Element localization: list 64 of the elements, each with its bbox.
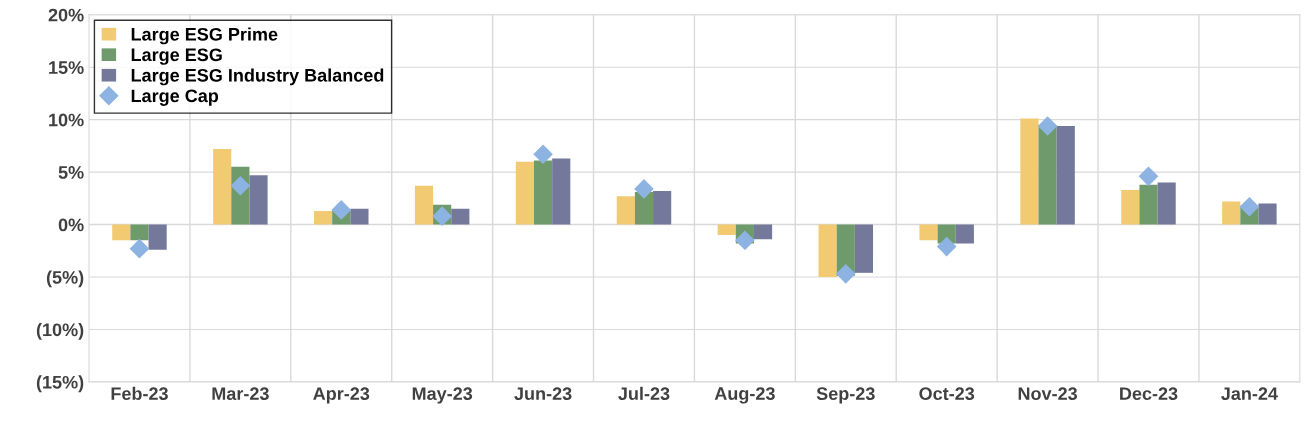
legend-label: Large Cap	[131, 89, 219, 106]
bar	[717, 224, 736, 236]
bar	[1038, 124, 1057, 225]
x-tick-label: Oct-23	[919, 387, 975, 401]
x-tick-label: Aug-23	[714, 387, 775, 404]
bar	[753, 224, 773, 240]
point	[230, 176, 250, 196]
y-tick-label: (5%)	[46, 270, 84, 288]
x-tick-label: Jun-23	[514, 387, 572, 401]
x-tick-label: Nov-23	[1018, 387, 1078, 401]
legend-label: Large ESG	[131, 48, 222, 65]
bar	[818, 224, 837, 278]
bar	[1222, 201, 1241, 225]
y-tick-label: 10%	[49, 113, 84, 127]
legend-label: Large ESG Industry Balanced	[131, 68, 384, 86]
bar	[653, 191, 672, 225]
point	[937, 237, 957, 257]
point	[1138, 166, 1159, 186]
bar	[350, 208, 369, 225]
x-tick-label: Feb-23	[111, 386, 168, 401]
point	[1239, 197, 1259, 217]
bar	[1121, 189, 1140, 225]
x-tick-label: Jul-23	[618, 386, 670, 401]
x-tick-label: May-23	[412, 387, 473, 404]
y-tick-label: (10%)	[36, 322, 84, 340]
bar	[112, 224, 131, 241]
point	[331, 200, 351, 220]
point	[129, 239, 149, 259]
bar	[1157, 182, 1176, 225]
x-tick-label: Sep-23	[816, 387, 875, 404]
bar	[249, 175, 268, 225]
bar	[130, 224, 149, 241]
bar	[451, 208, 470, 225]
bar	[616, 196, 635, 225]
bar	[414, 185, 434, 225]
y-tick-label: 0%	[58, 218, 84, 232]
bar	[1258, 203, 1277, 225]
legend-label: Large ESG Prime	[131, 27, 278, 45]
x-tick-label: Jan-24	[1221, 387, 1278, 401]
point	[735, 230, 755, 250]
y-tick-label: 15%	[49, 61, 84, 74]
point	[1038, 116, 1058, 136]
bar	[854, 224, 874, 273]
bar	[634, 192, 654, 225]
y-tick-label: (15%)	[36, 375, 84, 393]
point	[533, 144, 553, 164]
bar	[1056, 125, 1075, 225]
y-tick-label: 20%	[48, 8, 84, 22]
bar	[213, 149, 232, 225]
point	[634, 179, 654, 199]
y-tick-label: 5%	[58, 166, 84, 179]
x-tick-label: Mar-23	[212, 387, 269, 401]
bar	[314, 210, 333, 225]
x-tick-label: Apr-23	[313, 387, 370, 404]
x-tick-label: Dec-23	[1120, 387, 1178, 401]
bar	[515, 161, 534, 225]
bar	[148, 224, 167, 250]
bar	[552, 158, 571, 225]
bar	[919, 224, 938, 241]
point	[836, 264, 856, 284]
bar	[533, 160, 553, 225]
bar	[955, 224, 974, 244]
bar	[1020, 118, 1039, 225]
bar	[1139, 184, 1158, 225]
